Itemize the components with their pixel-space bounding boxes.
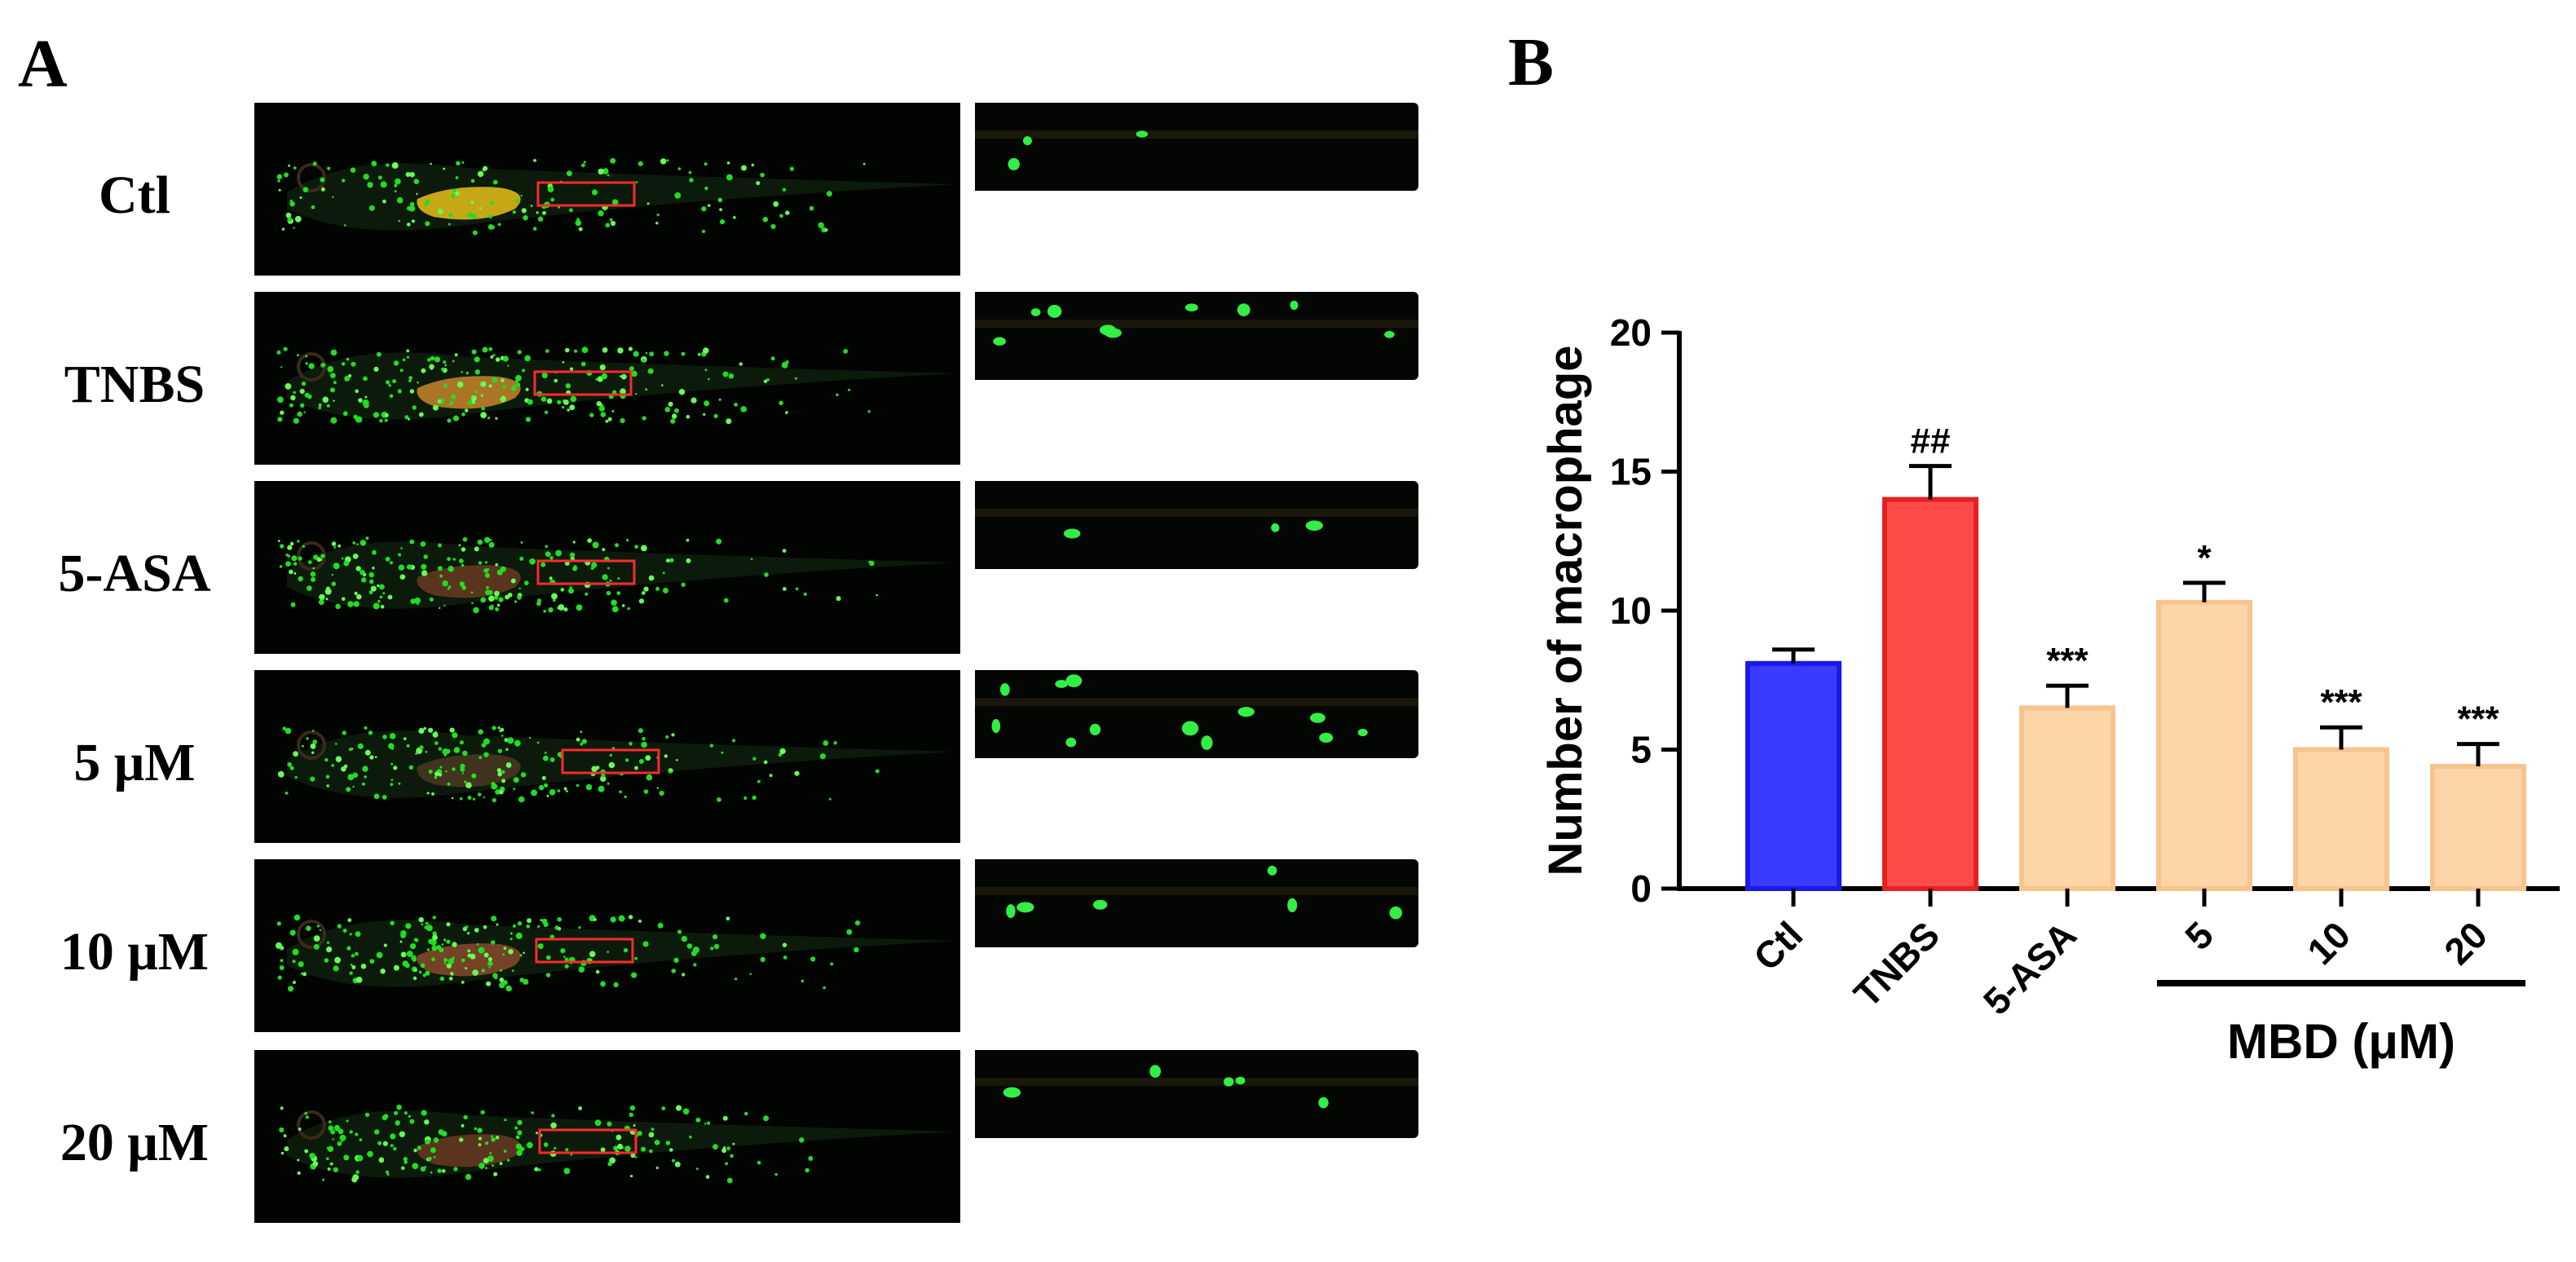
zoom-image bbox=[975, 103, 1418, 191]
row-label: 10 μM bbox=[60, 922, 210, 982]
bar bbox=[1882, 496, 1978, 891]
fish-image bbox=[254, 103, 960, 276]
fish-image bbox=[254, 670, 960, 843]
x-tick-label: Ctl bbox=[1745, 913, 1811, 978]
fish-image bbox=[254, 859, 960, 1032]
fish-image bbox=[254, 292, 960, 465]
zoom-image bbox=[975, 859, 1418, 947]
row-label: Ctl bbox=[99, 165, 170, 225]
significance-label: ## bbox=[1911, 421, 1951, 461]
y-tick-label: 20 bbox=[1610, 311, 1652, 354]
bar bbox=[2430, 763, 2526, 892]
x-tick-label: 5-ASA bbox=[1975, 913, 2084, 1022]
row-label: TNBS bbox=[64, 355, 205, 414]
y-tick-label: 15 bbox=[1610, 451, 1652, 493]
fish-image bbox=[254, 481, 960, 654]
y-tick-label: 0 bbox=[1630, 867, 1652, 910]
y-tick-label: 10 bbox=[1610, 589, 1652, 632]
bar bbox=[2156, 599, 2252, 891]
group-label: MBD (μM) bbox=[2227, 1014, 2455, 1069]
fish-image bbox=[254, 1050, 960, 1223]
x-tick-label: TNBS bbox=[1846, 913, 1947, 1015]
panel-a-label: A bbox=[18, 26, 68, 102]
x-tick-label: 20 bbox=[2436, 913, 2495, 973]
zoom-image bbox=[975, 292, 1418, 380]
significance-label: *** bbox=[2046, 641, 2089, 681]
bar bbox=[2019, 705, 2115, 891]
y-axis-title: Number of macrophage bbox=[1539, 346, 1592, 876]
x-tick-label: 10 bbox=[2299, 913, 2358, 973]
row-label: 5 μM bbox=[73, 733, 196, 792]
panel-b-label: B bbox=[1508, 24, 1555, 100]
y-tick-label: 5 bbox=[1630, 729, 1652, 771]
significance-label: * bbox=[2197, 538, 2212, 578]
significance-label: *** bbox=[2320, 682, 2362, 722]
zoom-image bbox=[975, 481, 1418, 569]
zoom-image bbox=[975, 670, 1418, 758]
zoom-image bbox=[975, 1050, 1418, 1138]
row-label: 5-ASA bbox=[58, 544, 211, 603]
bar bbox=[1745, 660, 1842, 891]
x-tick-label: 5 bbox=[2177, 913, 2221, 958]
bar bbox=[2293, 747, 2389, 891]
row-label: 20 μM bbox=[60, 1113, 210, 1172]
significance-label: *** bbox=[2457, 699, 2499, 739]
